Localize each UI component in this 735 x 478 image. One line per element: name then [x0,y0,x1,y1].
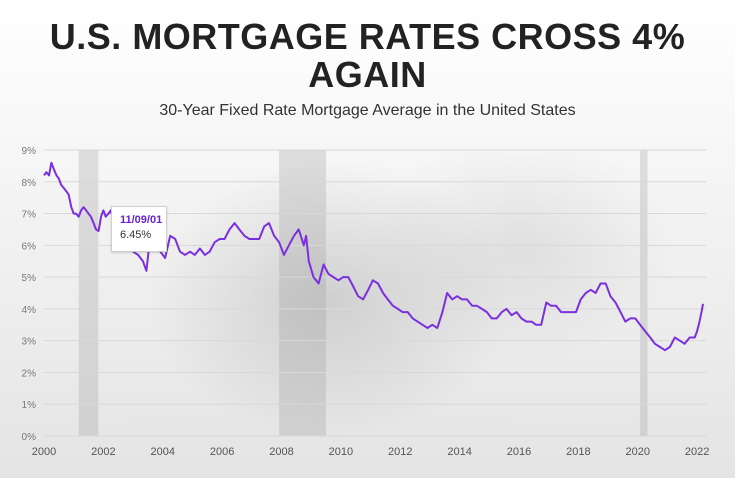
x-tick-label: 2016 [507,446,531,458]
data-tooltip: 11/09/01 6.45% [111,206,167,252]
y-tick-label: 6% [22,241,37,252]
series-line [43,161,704,352]
x-tick-label: 2010 [329,446,353,458]
x-tick-label: 2014 [447,446,471,458]
y-tick-label: 8% [22,178,37,189]
x-tick-label: 2002 [91,446,115,458]
x-tick-label: 2004 [151,446,175,458]
recession-band [640,150,648,436]
x-tick-label: 2020 [625,446,649,458]
y-tick-label: 7% [22,210,37,221]
x-tick-label: 2022 [685,446,709,458]
tooltip-value: 6.45% [120,229,152,241]
y-tick-label: 2% [22,368,37,379]
recession-band [279,150,327,436]
chart-title: U.S. MORTGAGE RATES CROSS 4% AGAIN [49,16,686,95]
x-tick-label: 2000 [32,446,56,458]
recession-band [78,150,99,436]
y-tick-label: 3% [22,337,37,348]
y-tick-label: 1% [22,400,37,411]
x-tick-label: 2012 [388,446,412,458]
y-tick-label: 9% [22,146,37,157]
y-tick-label: 4% [22,305,37,316]
x-tick-label: 2006 [210,446,234,458]
x-tick-label: 2008 [269,446,293,458]
chart-subtitle: 30-Year Fixed Rate Mortgage Average in t… [159,102,576,119]
tooltip-date: 11/09/01 [120,214,163,226]
y-tick-label: 5% [22,273,37,284]
x-tick-label: 2018 [566,446,590,458]
y-tick-label: 0% [22,432,37,443]
